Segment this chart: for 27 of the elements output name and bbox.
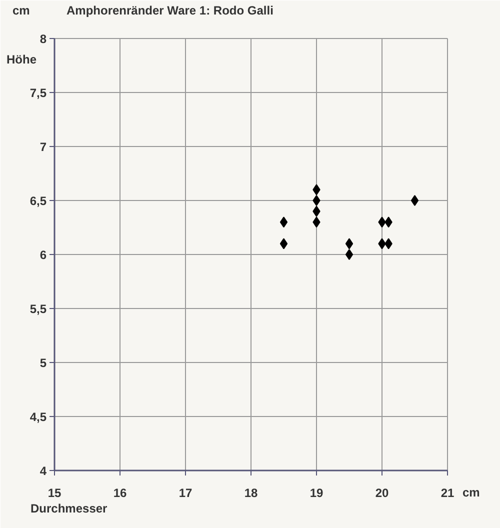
- point: [280, 216, 288, 228]
- y-tick-label: 8: [40, 32, 47, 46]
- point: [345, 249, 354, 260]
- x-axis-title: Durchmesser: [30, 502, 108, 516]
- y-tick-label: 5,5: [30, 302, 47, 316]
- chart-title: Amphorenränder Ware 1: Rodo Galli: [66, 4, 274, 18]
- y-tick-label: 5: [40, 356, 47, 370]
- x-tick-label: 19: [310, 486, 324, 500]
- y-tick-label: 7: [40, 140, 47, 154]
- text: cm: [12, 4, 30, 18]
- text: cm: [462, 486, 480, 500]
- y-axis-title: Höhe: [6, 52, 37, 66]
- point: [345, 238, 354, 250]
- y-tick-label: 6: [40, 248, 47, 262]
- x-tick-label: 21: [440, 486, 454, 500]
- point: [410, 195, 419, 206]
- x-tick-label: 17: [178, 486, 192, 500]
- y-tick-label: 4,5: [30, 410, 47, 424]
- point: [312, 195, 320, 206]
- x-tick-label: 15: [48, 486, 62, 500]
- y-tick-label: 7,5: [30, 86, 47, 100]
- x-tick-label: 16: [113, 486, 127, 500]
- x-tick-label: 18: [244, 486, 258, 500]
- y-tick-label: 6,5: [30, 194, 47, 208]
- x-tick-label: 20: [375, 486, 389, 500]
- y-tick-label: 4: [40, 464, 47, 478]
- point: [280, 238, 288, 250]
